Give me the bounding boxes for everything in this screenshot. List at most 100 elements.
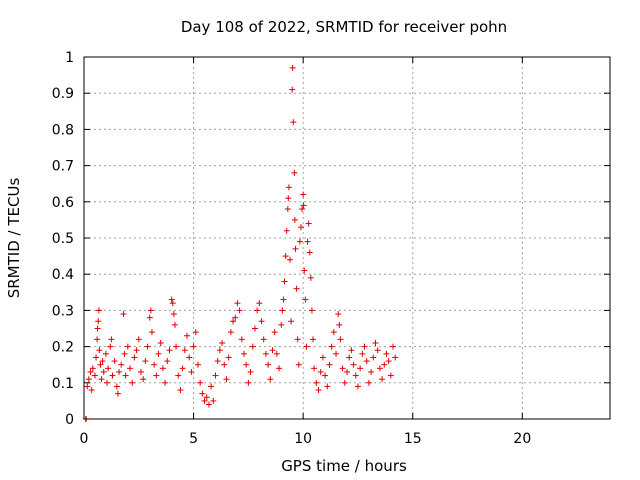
data-point xyxy=(96,347,103,354)
data-point xyxy=(300,202,307,209)
data-point xyxy=(227,329,234,336)
plot-frame xyxy=(83,56,611,420)
data-point xyxy=(304,238,311,245)
data-point xyxy=(290,119,297,126)
data-point xyxy=(322,372,329,379)
data-point xyxy=(381,361,388,368)
data-point xyxy=(363,358,370,365)
data-point xyxy=(306,249,313,256)
data-point xyxy=(368,368,375,375)
data-point xyxy=(175,372,182,379)
data-point xyxy=(155,350,162,357)
data-point xyxy=(137,368,144,375)
data-point xyxy=(186,354,193,361)
data-point xyxy=(214,358,221,365)
data-point xyxy=(168,296,175,303)
data-point xyxy=(376,365,383,372)
data-point xyxy=(300,191,307,198)
data-point xyxy=(114,390,121,397)
data-point xyxy=(296,238,303,245)
data-point xyxy=(162,379,169,386)
data-point xyxy=(127,365,134,372)
data-point xyxy=(153,372,160,379)
data-point xyxy=(184,332,191,339)
y-tick-label: 0.7 xyxy=(52,159,74,175)
data-point xyxy=(219,339,226,346)
data-point xyxy=(344,368,350,375)
data-point xyxy=(311,365,318,372)
data-point xyxy=(330,329,337,336)
data-point xyxy=(354,383,361,390)
data-point xyxy=(357,365,364,372)
data-point xyxy=(210,397,217,404)
data-point xyxy=(164,358,171,365)
data-point xyxy=(89,365,96,372)
data-point xyxy=(201,397,208,404)
data-point xyxy=(348,347,355,354)
data-point xyxy=(232,314,239,321)
data-point xyxy=(170,311,177,318)
data-point xyxy=(313,379,320,386)
data-point xyxy=(122,372,129,379)
data-point xyxy=(97,361,104,368)
x-axis-title: GPS time / hours xyxy=(281,457,407,475)
data-point xyxy=(169,300,176,307)
data-point xyxy=(339,365,346,372)
data-point xyxy=(295,361,302,368)
data-point xyxy=(94,336,101,343)
x-tick-label: 10 xyxy=(294,431,312,447)
data-point xyxy=(341,379,348,386)
data-point xyxy=(370,354,377,361)
data-point xyxy=(273,350,280,357)
x-tick-label: 5 xyxy=(189,431,198,447)
data-point xyxy=(308,307,315,314)
data-point xyxy=(88,387,95,394)
data-point xyxy=(258,318,265,325)
data-point xyxy=(346,354,353,361)
data-point xyxy=(245,379,252,386)
x-tick-label: 15 xyxy=(404,431,422,447)
data-point xyxy=(297,224,304,231)
data-point xyxy=(118,361,125,368)
data-point xyxy=(254,307,261,314)
data-point xyxy=(95,307,102,314)
data-point xyxy=(108,336,115,343)
data-point xyxy=(188,368,195,375)
data-point xyxy=(282,253,289,260)
data-point xyxy=(283,227,290,234)
data-point xyxy=(289,64,296,71)
data-point xyxy=(310,336,317,343)
data-point xyxy=(374,347,381,354)
data-point xyxy=(151,361,158,368)
data-point xyxy=(121,350,128,357)
data-point xyxy=(190,343,197,350)
y-tick-label: 0.3 xyxy=(52,303,74,319)
data-point xyxy=(326,361,333,368)
y-tick-label: 0.8 xyxy=(52,122,74,138)
data-point xyxy=(299,206,306,213)
data-point xyxy=(95,318,102,325)
data-point xyxy=(140,376,147,383)
x-tick-label: 20 xyxy=(513,431,531,447)
data-point xyxy=(166,347,173,354)
data-point xyxy=(385,358,392,365)
data-point xyxy=(294,336,301,343)
data-point xyxy=(194,361,201,368)
data-point xyxy=(133,347,140,354)
data-point xyxy=(288,318,295,325)
data-point xyxy=(203,394,210,401)
y-axis-title: SRMTID / TECUs xyxy=(5,178,23,299)
data-point xyxy=(280,296,287,303)
data-point xyxy=(225,354,232,361)
data-point xyxy=(289,86,296,93)
data-point xyxy=(352,372,359,379)
data-point xyxy=(324,383,331,390)
data-point xyxy=(260,336,267,343)
data-point xyxy=(336,321,343,328)
data-point xyxy=(129,379,136,386)
data-point xyxy=(99,358,106,365)
data-point xyxy=(319,354,326,361)
data-point xyxy=(267,376,274,383)
y-tick-label: 0.5 xyxy=(52,231,74,247)
data-point xyxy=(249,343,256,350)
